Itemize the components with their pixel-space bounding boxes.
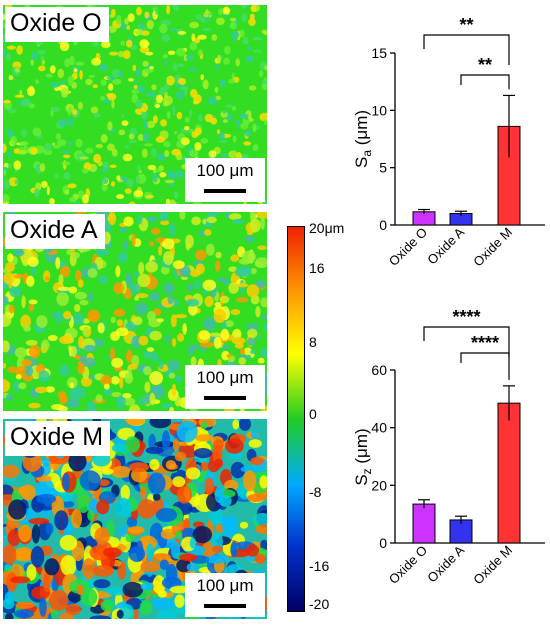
- x-tick-label: Oxide A: [424, 542, 467, 585]
- scale-bar: 100 μm: [185, 158, 265, 202]
- colorbar-gradient: [287, 226, 305, 612]
- colorbar-tick: 0: [309, 406, 317, 422]
- scale-bar: 100 μm: [185, 365, 265, 409]
- y-tick-label: 15: [371, 45, 387, 61]
- topography-image: [3, 212, 267, 411]
- height-colorbar: 20μm 16 8 0 -8 -16 -20: [287, 220, 351, 612]
- colorbar-tick: 16: [309, 260, 325, 276]
- colorbar-tick: 20μm: [309, 220, 345, 236]
- colorbar-tick: -20: [309, 596, 330, 612]
- colorbar-tick: -16: [309, 558, 330, 574]
- significance-label: ****: [471, 333, 499, 353]
- panel-label: Oxide O: [5, 7, 109, 42]
- significance-bracket: [460, 352, 510, 380]
- scale-bar-line: [204, 396, 246, 400]
- y-tick-label: 10: [371, 102, 387, 118]
- topography-image: [3, 5, 267, 204]
- x-tick-label: Oxide O: [386, 543, 430, 587]
- scale-bar-label: 100 μm: [196, 368, 254, 387]
- y-tick-label: 40: [371, 420, 387, 436]
- scale-bar-label: 100 μm: [196, 161, 254, 180]
- y-tick-label: 60: [371, 362, 387, 378]
- y-axis-label: Sz (μm): [352, 428, 374, 485]
- y-axis-label: Sa (μm): [352, 110, 374, 168]
- significance-bracket: [423, 326, 510, 357]
- y-tick-label: 0: [379, 535, 387, 551]
- significance-bracket: [460, 74, 510, 90]
- y-tick-label: 5: [379, 160, 387, 176]
- colorbar-tick: 8: [309, 334, 317, 350]
- x-tick-label: Oxide M: [470, 543, 515, 588]
- panel-label: Oxide M: [5, 421, 111, 456]
- significance-label: ****: [452, 307, 480, 327]
- y-tick-label: 0: [379, 217, 387, 233]
- bar-oxide-o: [412, 503, 436, 544]
- panel-label: Oxide A: [5, 214, 105, 249]
- bar-oxide-m: [497, 402, 521, 544]
- topography-map-oxide-a: Oxide A 100 μm: [3, 212, 267, 411]
- y-tick-label: 20: [371, 477, 387, 493]
- significance-bracket: [423, 34, 510, 65]
- scale-bar-line: [204, 604, 246, 608]
- scale-bar: 100 μm: [185, 573, 265, 617]
- topography-map-oxide-o: Oxide O 100 μm: [3, 5, 267, 204]
- scale-bar-line: [204, 189, 246, 193]
- significance-label: **: [459, 15, 473, 35]
- scale-bar-label: 100 μm: [196, 576, 254, 595]
- colorbar-tick: -8: [309, 484, 322, 500]
- topography-map-oxide-m: Oxide M 100 μm: [3, 419, 267, 619]
- significance-label: **: [478, 55, 492, 75]
